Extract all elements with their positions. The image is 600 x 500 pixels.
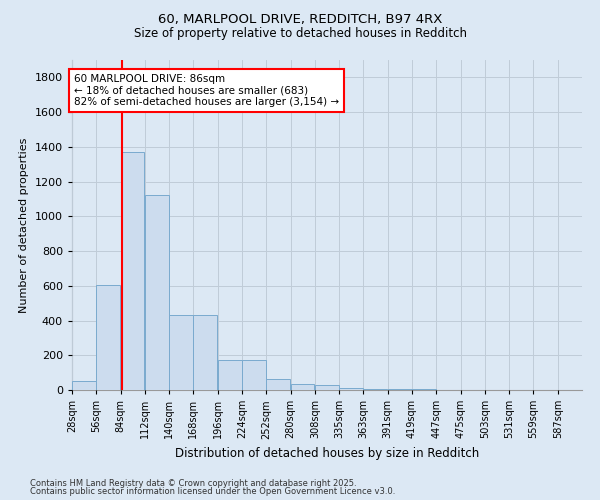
Bar	[72, 382, 96, 390]
Bar	[96, 285, 120, 390]
Bar	[169, 316, 193, 390]
Bar	[242, 360, 266, 390]
Text: Contains HM Land Registry data © Crown copyright and database right 2025.: Contains HM Land Registry data © Crown c…	[30, 478, 356, 488]
Bar	[315, 385, 338, 390]
Bar	[266, 378, 290, 390]
Bar	[290, 384, 314, 390]
Bar	[193, 316, 217, 390]
Bar	[364, 388, 387, 390]
Text: Contains public sector information licensed under the Open Government Licence v3: Contains public sector information licen…	[30, 487, 395, 496]
Text: 60 MARLPOOL DRIVE: 86sqm
← 18% of detached houses are smaller (683)
82% of semi-: 60 MARLPOOL DRIVE: 86sqm ← 18% of detach…	[74, 74, 339, 107]
Bar	[388, 389, 412, 390]
Text: Size of property relative to detached houses in Redditch: Size of property relative to detached ho…	[133, 28, 467, 40]
X-axis label: Distribution of detached houses by size in Redditch: Distribution of detached houses by size …	[175, 447, 479, 460]
Bar	[145, 196, 169, 390]
Y-axis label: Number of detached properties: Number of detached properties	[19, 138, 29, 312]
Bar	[121, 152, 145, 390]
Text: 60, MARLPOOL DRIVE, REDDITCH, B97 4RX: 60, MARLPOOL DRIVE, REDDITCH, B97 4RX	[158, 12, 442, 26]
Bar	[218, 360, 242, 390]
Bar	[339, 388, 363, 390]
